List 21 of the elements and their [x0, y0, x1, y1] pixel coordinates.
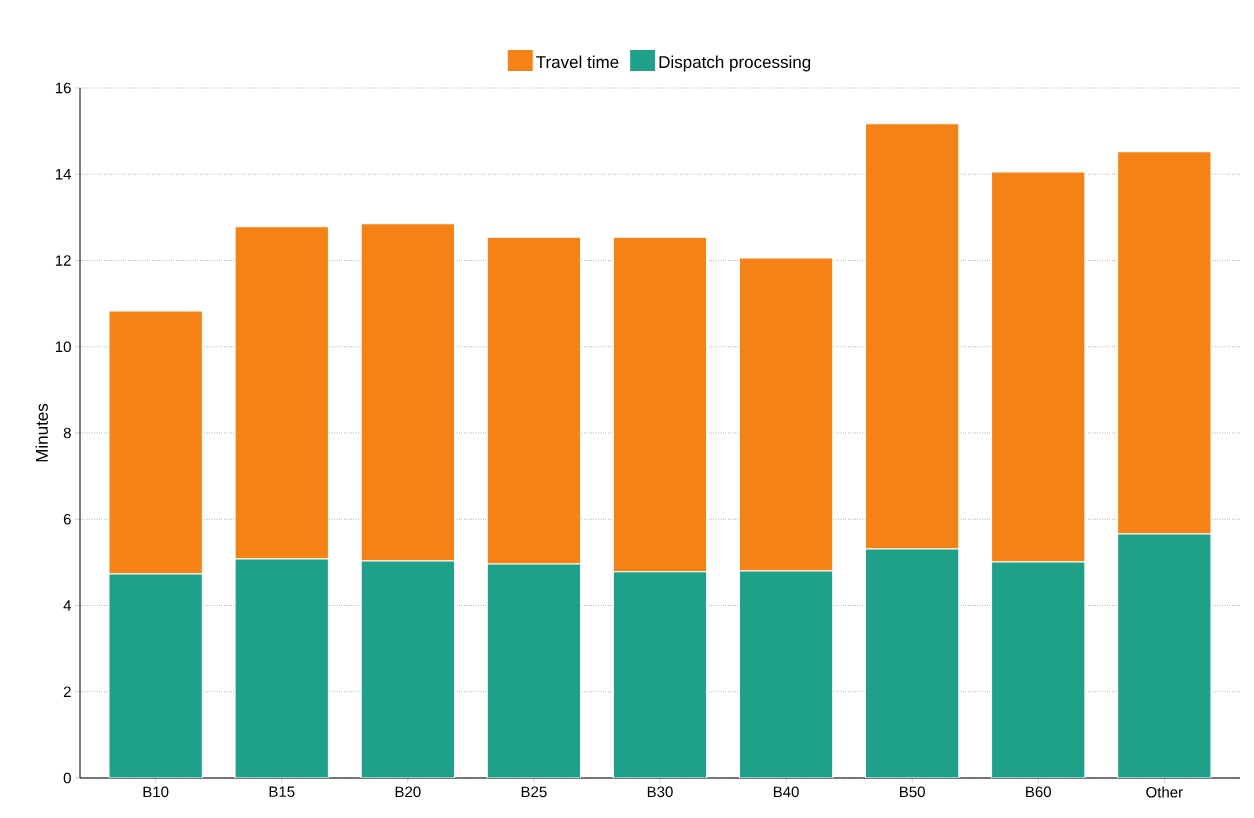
x-tick-label: B25 [521, 786, 547, 798]
y-axis-title: Minutes [35, 403, 48, 462]
y-tick-label: 12 [55, 255, 71, 266]
y-tick-label: 16 [55, 82, 71, 94]
y-tick-label: 8 [63, 427, 71, 439]
y-tick-label: 14 [55, 169, 72, 180]
x-tick-label: Other [1146, 786, 1183, 798]
x-tick-label: B40 [773, 786, 799, 798]
y-tick-label: 4 [63, 600, 72, 611]
legend-label: Travel time [536, 55, 619, 69]
y-tick-label: 10 [55, 341, 71, 353]
x-tick-label: B50 [900, 786, 925, 798]
y-tick-label: 0 [63, 772, 71, 784]
x-tick-label: B30 [647, 786, 673, 798]
legend-label: Dispatch processing [659, 55, 811, 72]
x-tick-label: B60 [1026, 786, 1051, 798]
x-tick-label: B15 [269, 786, 295, 797]
y-tick-label: 2 [63, 686, 71, 697]
x-tick-label: B20 [395, 786, 421, 798]
x-tick-label: B10 [143, 786, 169, 798]
y-tick-label: 6 [63, 513, 71, 525]
